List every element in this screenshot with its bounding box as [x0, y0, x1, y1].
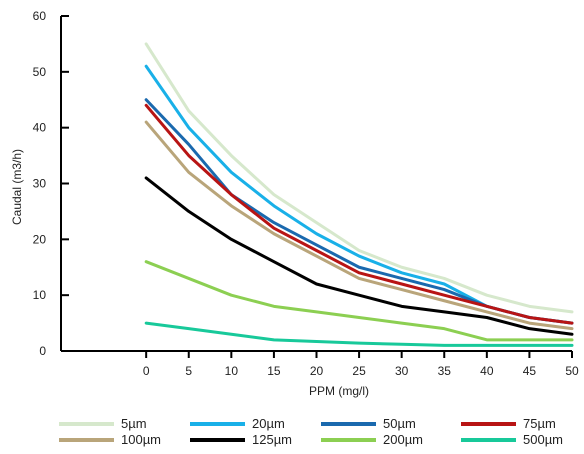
legend: 5µm 20µm 50µm 75µm 100µm 125µm 200µm 500µm	[59, 416, 563, 447]
series-line-75µm	[144, 103, 574, 325]
x-tick-label: 50	[565, 364, 579, 378]
x-tick-label: 30	[395, 364, 409, 378]
y-axis-title: Caudal (m3/h)	[10, 149, 24, 225]
x-tick-label: 0	[143, 364, 150, 378]
x-tick-label: 25	[352, 364, 366, 378]
legend-label: 20µm	[252, 416, 285, 431]
legend-label: 100µm	[121, 432, 161, 447]
x-tick-label: 15	[267, 364, 281, 378]
series-line-5µm	[144, 42, 574, 314]
series-line-20µm	[144, 64, 574, 325]
legend-label: 75µm	[523, 416, 556, 431]
x-tick-label: 20	[310, 364, 324, 378]
axes: 0 10 20 30 40 50 60 0 5 10 15 20 25 30 35 40 45 50	[33, 9, 579, 378]
y-tick-label: 0	[39, 344, 46, 358]
series-line-125µm	[144, 176, 574, 336]
series-line-200µm	[144, 260, 574, 342]
series-line-500µm	[144, 321, 574, 347]
x-tick-label: 5	[185, 364, 192, 378]
x-tick-label: 45	[523, 364, 537, 378]
x-tick-label: 35	[438, 364, 452, 378]
y-tick-label: 20	[33, 232, 47, 246]
series-layer	[144, 42, 574, 347]
y-tick-label: 10	[33, 288, 47, 302]
legend-label: 500µm	[523, 432, 563, 447]
x-tick-label: 10	[225, 364, 239, 378]
y-tick-label: 40	[33, 121, 47, 135]
legend-label: 125µm	[252, 432, 292, 447]
legend-label: 200µm	[383, 432, 423, 447]
y-tick-label: 60	[33, 9, 47, 23]
x-tick-label: 40	[480, 364, 494, 378]
series-line-100µm	[144, 120, 574, 331]
y-tick-label: 30	[33, 177, 47, 191]
legend-label: 50µm	[383, 416, 416, 431]
x-axis-title: PPM (mg/l)	[309, 384, 369, 398]
y-tick-label: 50	[33, 65, 47, 79]
legend-label: 5µm	[121, 416, 147, 431]
